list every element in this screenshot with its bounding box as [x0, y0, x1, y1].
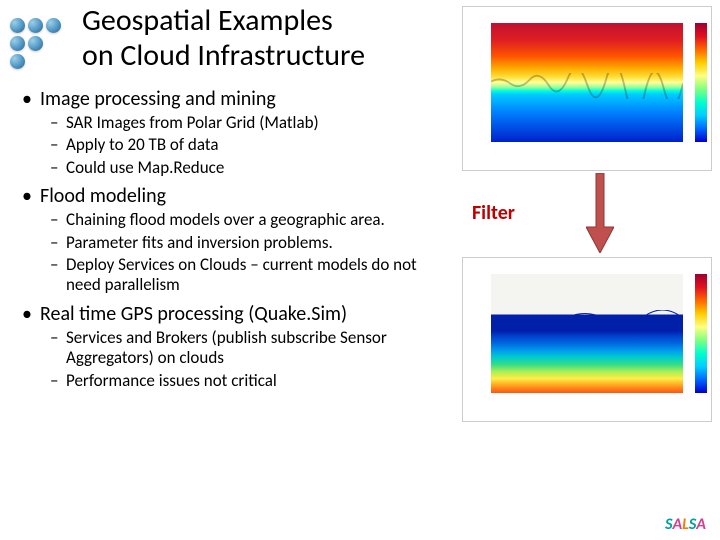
globe-icon — [10, 54, 25, 69]
brand-letter: L — [682, 515, 689, 534]
brand-letter: A — [696, 515, 706, 534]
heatmap-gradient — [491, 274, 683, 393]
chart-body — [491, 23, 683, 142]
bullet-l1: Real time GPS processing (Quake.Sim) — [12, 302, 448, 326]
globe-icon — [28, 36, 43, 51]
colorbar — [695, 23, 707, 142]
chart-body — [491, 274, 683, 393]
bullet-l1: Image processing and mining — [12, 87, 448, 111]
bullet-l2: Could use Map.Reduce — [12, 158, 448, 178]
bullet-list: Image processing and mining SAR Images f… — [12, 87, 448, 391]
globe-icon — [28, 18, 43, 33]
slide: Geospatial Examples on Cloud Infrastruct… — [0, 0, 720, 540]
logo-globes — [10, 18, 64, 72]
profile-wave — [491, 73, 683, 99]
brand-salsa: SALSA — [665, 515, 706, 534]
down-arrow-icon — [586, 173, 614, 253]
filter-label: Filter — [472, 201, 515, 225]
globe-icon — [10, 36, 25, 51]
globe-icon — [46, 18, 61, 33]
bullet-l2: Deploy Services on Clouds – current mode… — [12, 255, 448, 296]
chart-filtered — [462, 257, 712, 422]
bullet-l2: Apply to 20 TB of data — [12, 135, 448, 155]
globe-icon — [10, 18, 25, 33]
bullet-l2: Chaining flood models over a geographic … — [12, 210, 448, 230]
bullet-l2: Performance issues not critical — [12, 371, 448, 391]
profile-wave — [491, 310, 683, 330]
chart-original — [462, 6, 712, 171]
bullet-l2: SAR Images from Polar Grid (Matlab) — [12, 113, 448, 133]
title-line-2: on Cloud Infrastructure — [82, 37, 365, 74]
title-line-1: Geospatial Examples — [82, 2, 333, 39]
brand-letter: A — [672, 515, 682, 534]
bullet-l1: Flood modeling — [12, 184, 448, 208]
bullet-l2: Services and Brokers (publish subscribe … — [12, 328, 448, 369]
content-left: Image processing and mining SAR Images f… — [12, 73, 448, 391]
filter-arrow-region: Filter — [462, 171, 712, 257]
colorbar — [695, 274, 707, 393]
bullet-l2: Parameter fits and inversion problems. — [12, 233, 448, 253]
right-column: Filter — [462, 6, 712, 422]
